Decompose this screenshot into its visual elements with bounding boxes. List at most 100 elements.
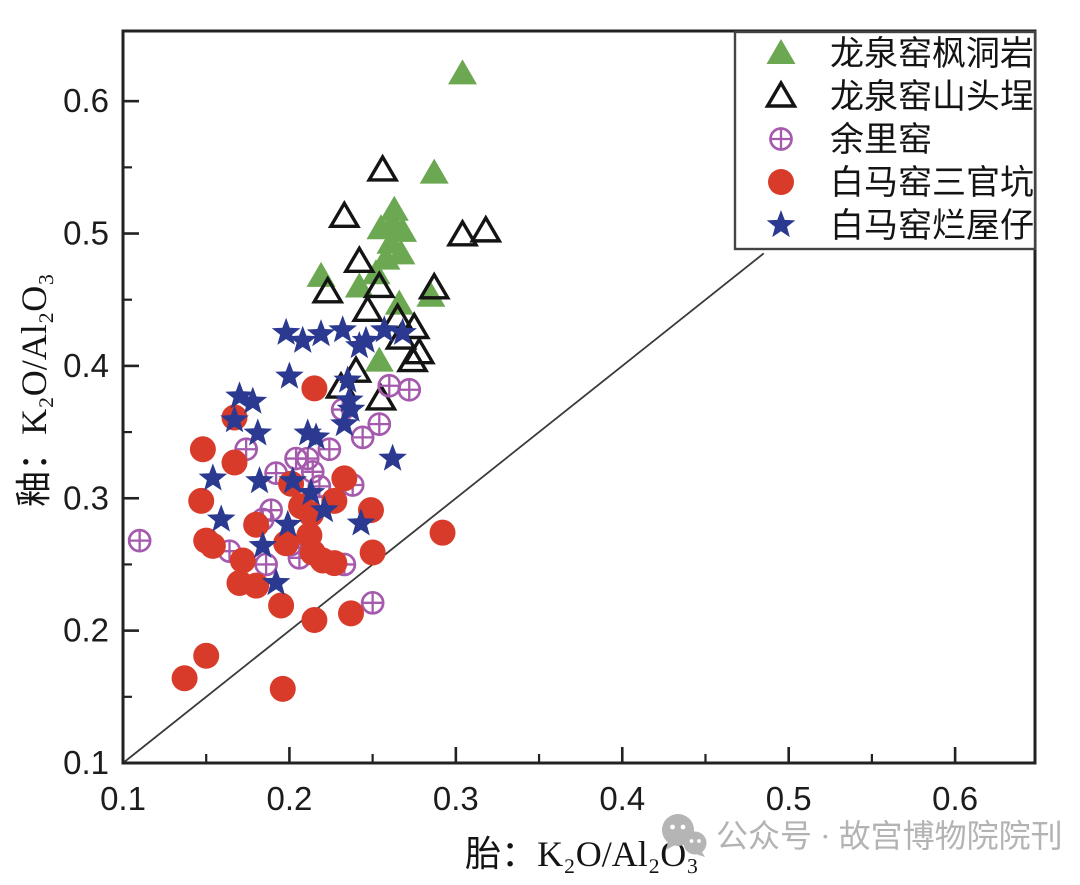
y-tick-label: 0.1	[63, 744, 109, 781]
marker-star-filled	[301, 422, 331, 450]
reference-line	[122, 252, 765, 764]
marker-star-filled	[273, 509, 302, 537]
legend-label-longquan-fengdongyan: 龙泉窑枫洞岩	[830, 35, 1034, 73]
series-circle-filled	[171, 375, 456, 702]
x-tick-label: 0.2	[266, 780, 312, 817]
x-tick-label: 0.6	[932, 780, 978, 817]
marker-star-filled	[243, 418, 273, 446]
marker-circle-filled	[193, 642, 220, 669]
x-tick-label: 0.5	[766, 780, 812, 817]
marker-star-filled	[766, 210, 796, 238]
marker-triangle-open	[469, 214, 503, 243]
reference-line-y-equals-x	[122, 252, 765, 764]
marker-triangle-filled	[366, 214, 396, 240]
marker-circle-plus	[284, 446, 308, 471]
marker-star-filled	[388, 317, 417, 345]
y-tick-label: 0.2	[63, 612, 109, 649]
data-points	[127, 59, 503, 702]
marker-star-filled	[333, 365, 362, 393]
marker-star-filled	[238, 386, 268, 414]
marker-circle-filled	[243, 511, 270, 538]
marker-circle-filled	[221, 449, 248, 476]
marker-star-filled	[335, 385, 364, 413]
marker-circle-filled	[321, 550, 348, 577]
marker-circle-plus	[769, 127, 793, 151]
marker-circle-filled	[171, 665, 198, 692]
marker-circle-filled	[243, 572, 270, 599]
y-tick-label: 0.6	[63, 82, 109, 119]
series-star-filled	[198, 315, 417, 596]
marker-star-filled	[351, 325, 381, 353]
marker-triangle-open	[764, 79, 798, 108]
marker-triangle-filled	[388, 216, 418, 242]
legend-label-yuliyao: 余里窑	[830, 121, 932, 159]
marker-circle-filled	[301, 607, 328, 634]
marker-star-filled	[245, 466, 274, 494]
marker-star-filled	[271, 317, 301, 345]
marker-circle-plus	[127, 528, 152, 553]
marker-circle-plus	[377, 373, 402, 398]
marker-triangle-filled	[371, 244, 401, 270]
marker-circle-filled	[359, 539, 386, 566]
marker-triangle-open	[366, 153, 400, 182]
series-triangle-open	[311, 153, 503, 411]
marker-star-filled	[330, 409, 359, 437]
legend-markers	[764, 39, 798, 238]
marker-star-filled	[336, 394, 366, 422]
marker-triangle-open	[362, 270, 396, 299]
marker-triangle-open	[342, 244, 376, 274]
marker-circle-filled	[301, 375, 328, 402]
marker-star-filled	[220, 405, 249, 433]
marker-circle-plus	[367, 412, 392, 436]
marker-star-filled	[346, 508, 376, 536]
marker-circle-filled	[268, 592, 295, 619]
plot-frame	[121, 29, 1037, 765]
y-axis-ticks: 0.1 0.2 0.3 0.4 0.5 0.6	[63, 82, 139, 781]
marker-star-filled	[345, 331, 374, 359]
marker-circle-filled	[768, 169, 794, 195]
x-tick-label: 0.3	[433, 780, 479, 817]
marker-circle-plus	[317, 437, 342, 462]
marker-circle-filled	[273, 530, 300, 557]
marker-circle-plus	[397, 377, 422, 402]
x-axis-title: 胎：K₂O/Al₂O₃	[465, 834, 699, 874]
marker-triangle-filled	[384, 289, 414, 315]
legend-label-longquan-shantoucheng: 龙泉窑山头埕	[830, 78, 1034, 116]
legend: 龙泉窑枫洞岩 龙泉窑山头埕 余里窑 白马窑三官坑 白马窑烂屋仔	[733, 30, 1037, 251]
marker-triangle-open	[397, 311, 431, 340]
marker-circle-filled	[199, 532, 226, 559]
y-tick-label: 0.5	[63, 215, 109, 252]
series-triangle-filled	[306, 59, 478, 372]
marker-triangle-open	[446, 218, 479, 247]
marker-star-filled	[261, 568, 291, 596]
marker-triangle-open	[396, 344, 430, 373]
legend-label-baimayao-sanguankeng: 白马窑三官坑	[830, 164, 1034, 202]
legend-box	[733, 30, 1037, 251]
marker-star-filled	[288, 325, 317, 353]
marker-triangle-filled	[448, 59, 478, 85]
marker-star-filled	[378, 443, 407, 471]
marker-star-filled	[278, 466, 307, 494]
marker-triangle-filled	[379, 195, 409, 221]
marker-star-filled	[370, 315, 399, 343]
marker-triangle-filled	[766, 39, 796, 64]
marker-circle-filled	[331, 465, 358, 492]
marker-triangle-open	[311, 275, 345, 304]
marker-star-filled	[293, 418, 322, 446]
marker-circle-filled	[229, 547, 256, 574]
marker-star-filled	[275, 361, 304, 389]
marker-triangle-filled	[419, 158, 449, 184]
y-tick-label: 0.4	[63, 347, 109, 384]
legend-label-baimayao-lanwuzai: 白马窑烂屋仔	[830, 207, 1034, 245]
marker-triangle-filled	[416, 281, 446, 307]
marker-triangle-filled	[364, 346, 394, 372]
marker-circle-filled	[189, 436, 216, 463]
marker-circle-filled	[429, 519, 456, 546]
marker-circle-filled	[269, 675, 296, 702]
marker-triangle-open	[327, 199, 361, 229]
marker-circle-plus	[254, 552, 278, 577]
x-tick-label: 0.4	[599, 780, 645, 817]
marker-circle-plus	[350, 425, 375, 450]
